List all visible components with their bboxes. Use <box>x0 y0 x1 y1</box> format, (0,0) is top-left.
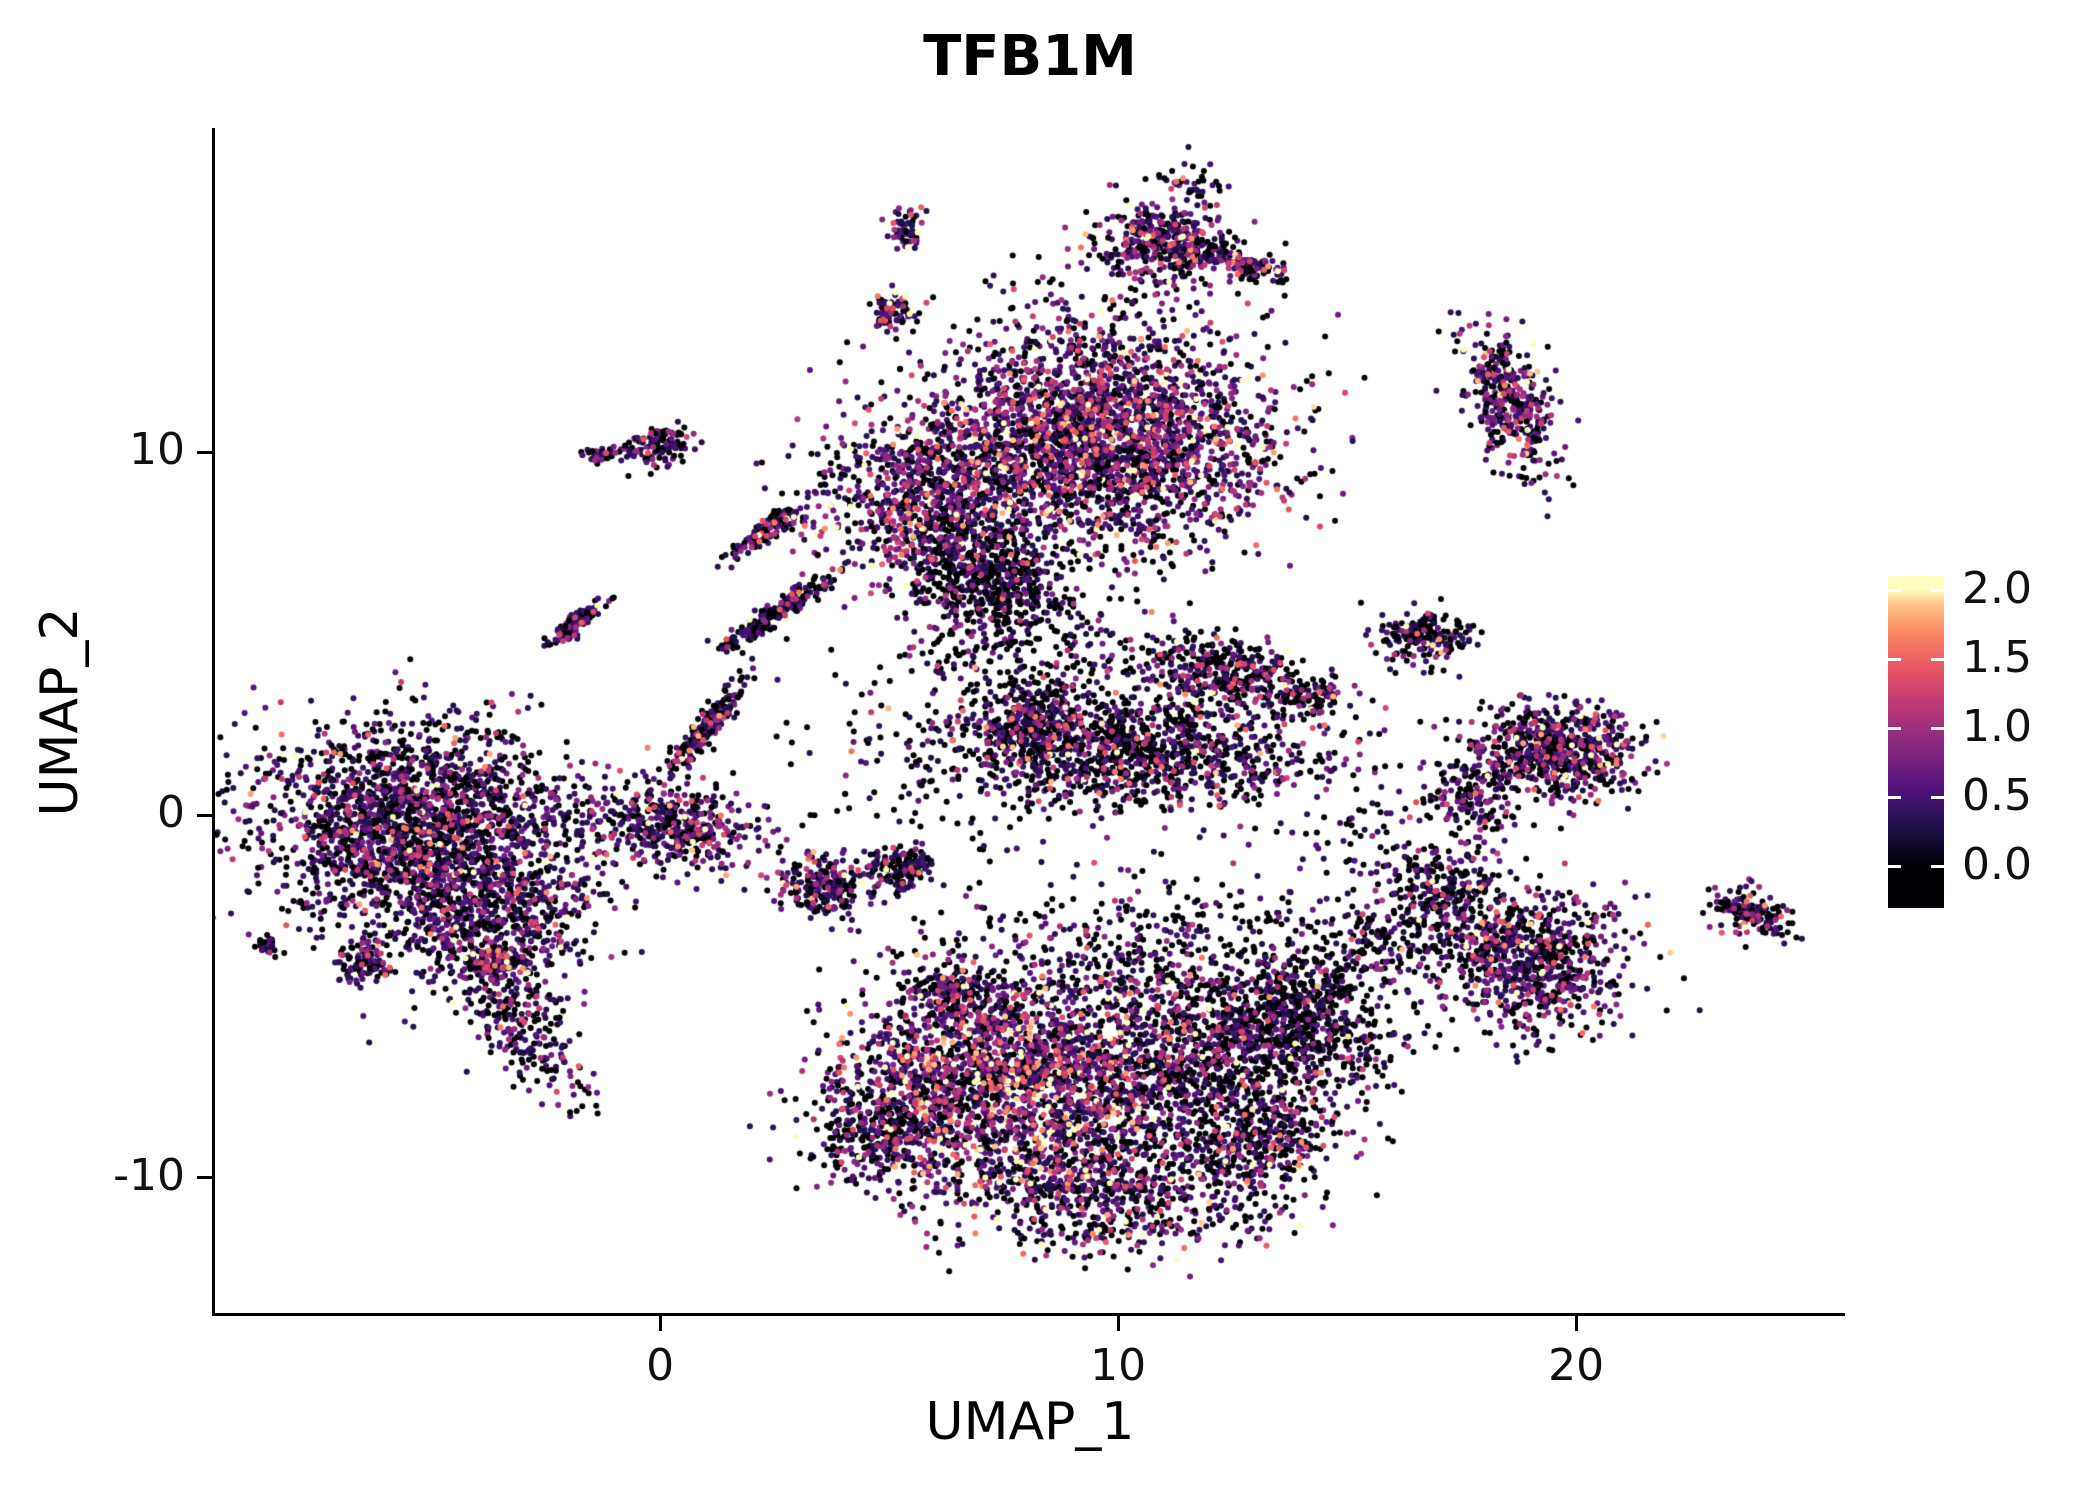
y-axis-tick-label: -10 <box>113 1149 185 1201</box>
colorbar-tick-mark <box>1931 727 1944 731</box>
colorbar-tick-mark <box>1931 658 1944 662</box>
colorbar-gradient <box>1888 576 1944 908</box>
x-axis-tick-label: 20 <box>1548 1340 1605 1391</box>
plot-panel <box>212 128 1845 1316</box>
x-axis-title: UMAP_1 <box>925 1392 1135 1452</box>
umap-scatter-canvas <box>215 128 1845 1313</box>
y-axis-title: UMAP_2 <box>30 607 90 817</box>
x-axis-tick-mark <box>658 1316 662 1331</box>
x-axis-tick-mark <box>1116 1316 1120 1331</box>
colorbar-tick-label: 1.0 <box>1962 700 2032 752</box>
colorbar-tick-mark <box>1888 589 1901 593</box>
colorbar-tick-mark <box>1931 589 1944 593</box>
x-axis-tick-mark <box>1574 1316 1578 1331</box>
colorbar-tick-mark <box>1888 865 1901 868</box>
x-axis-tick-label: 10 <box>1090 1340 1147 1391</box>
colorbar-tick-label: 0.0 <box>1962 838 2032 890</box>
colorbar-tick-mark <box>1888 727 1901 731</box>
colorbar-tick-label: 2.0 <box>1962 562 2032 614</box>
y-axis-tick-mark <box>197 813 212 817</box>
colorbar-tick-mark <box>1931 796 1944 800</box>
y-axis-tick-label: 10 <box>129 424 185 476</box>
y-axis-tick-mark <box>197 1176 212 1180</box>
colorbar-tick-mark <box>1888 796 1901 800</box>
colorbar-tick-label: 1.5 <box>1962 631 2032 683</box>
x-axis-tick-label: 0 <box>646 1340 675 1391</box>
colorbar-tick-label: 0.5 <box>1962 769 2032 821</box>
colorbar-tick-mark <box>1888 658 1901 662</box>
y-axis-tick-label: 0 <box>157 787 185 839</box>
plot-title: TFB1M <box>923 24 1137 89</box>
colorbar-tick-mark <box>1931 865 1944 868</box>
y-axis-tick-mark <box>197 450 212 454</box>
